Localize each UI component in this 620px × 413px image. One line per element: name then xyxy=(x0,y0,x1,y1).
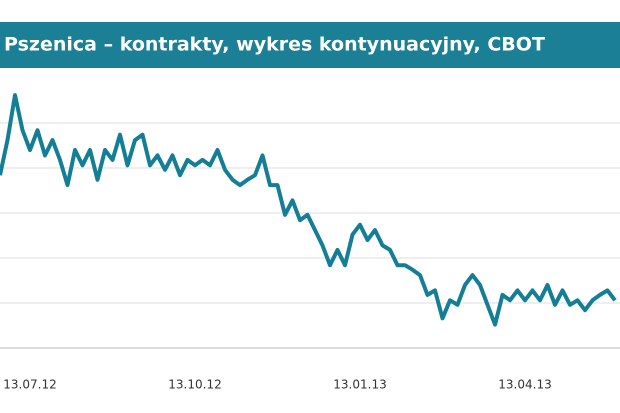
x-tick-label: 13.07.12 xyxy=(3,378,56,392)
x-tick-label: 13.04.13 xyxy=(498,378,551,392)
line xyxy=(0,93,617,327)
title-bar xyxy=(0,22,620,68)
chart-title: Pszenica – kontrakty, wykres kontynuacyj… xyxy=(4,34,545,56)
x-tick-label: 13.01.13 xyxy=(333,378,386,392)
x-tick-label: 13.10.12 xyxy=(168,378,221,392)
